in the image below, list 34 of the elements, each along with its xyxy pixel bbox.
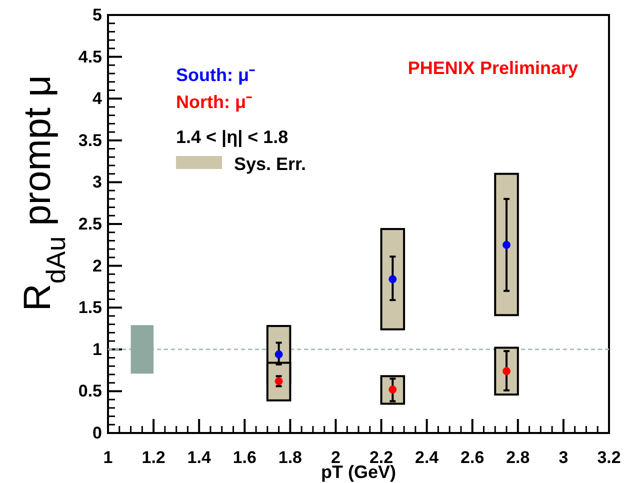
- y-tick-label: 5: [92, 5, 102, 24]
- text: South: μ⁻: [176, 65, 255, 85]
- legend-label: Sys. Err.: [234, 154, 306, 174]
- x-axis-title: pT (GeV): [321, 462, 396, 482]
- x-tick-label: 1.2: [142, 448, 166, 468]
- x-tick-label: 3.2: [597, 448, 621, 468]
- x-tick-label: 1.8: [278, 448, 302, 468]
- x-tick-label: 3: [558, 448, 568, 468]
- bar: [494, 172, 519, 316]
- annotation: PHENIX Preliminary: [408, 58, 578, 78]
- bar: [380, 228, 406, 330]
- y-tick-label: 3: [92, 172, 102, 192]
- text: North: μ⁻: [176, 92, 252, 112]
- y-tick-label: 0.5: [78, 382, 102, 401]
- y-tick-label: 3.5: [78, 130, 102, 150]
- y-tick-label: 2: [92, 256, 102, 276]
- y-tick-label: 4.5: [78, 47, 102, 66]
- point: [502, 240, 511, 249]
- x-tick-label: 2.4: [415, 448, 440, 468]
- point: [502, 367, 511, 376]
- x-tick-label: 2.6: [460, 448, 484, 468]
- annotation: 1.4 < |η| < 1.8: [176, 127, 288, 147]
- point: [274, 350, 283, 358]
- x-tick-label: 2.8: [506, 448, 530, 468]
- x-tick-label: 1.6: [232, 448, 256, 468]
- y-tick-label: 2.5: [78, 214, 102, 234]
- y-tick-label: 1: [92, 340, 102, 359]
- point: [388, 275, 397, 284]
- y-tick-label: 1.5: [78, 298, 102, 318]
- x-tick-label: 1.4: [187, 448, 212, 468]
- y-tick-label: 0: [92, 423, 102, 442]
- y-tick-label: 4: [92, 89, 103, 108]
- point: [274, 377, 283, 386]
- bar: [130, 325, 154, 374]
